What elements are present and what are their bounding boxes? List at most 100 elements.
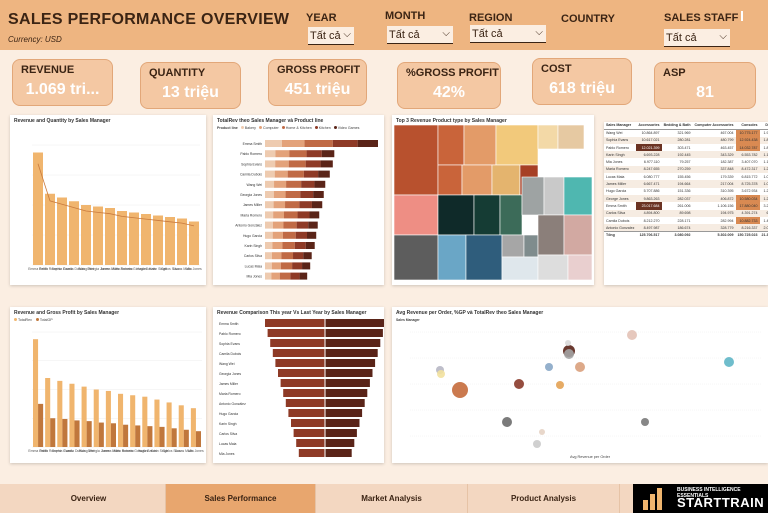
x-tick-label: Sophia Evans — [52, 449, 73, 453]
avg-revenue-scatter[interactable]: Avg Revenue per Order, %GP và TotalRev t… — [392, 307, 768, 463]
table-cell: 12.924.438 — [735, 136, 760, 144]
scatter-bubble — [514, 379, 524, 389]
gross-profit-bar — [62, 418, 68, 447]
gross-profit-bar — [159, 426, 165, 447]
gross-profit-bar — [74, 420, 80, 447]
revenue-gross-profit-chart[interactable]: Revenue and Gross Profit by Sales Manage… — [10, 307, 206, 463]
x-tick-label: Karin Singh — [151, 449, 169, 453]
stacked-bar-segment — [280, 262, 293, 270]
stacked-bar-segment — [272, 252, 282, 260]
stacked-bar-segment — [285, 201, 300, 209]
table-cell: 1.868.658 — [763, 145, 768, 150]
table-cell: Camila Dubois — [606, 218, 630, 223]
chart-title: Revenue and Gross Profit by Sales Manage… — [14, 310, 120, 316]
starttrain-logo: BUSINESS INTELLIGENCE ESSENTIALS STARTTR… — [633, 484, 768, 513]
y-tick-label: Karin Singh — [219, 422, 237, 426]
bar — [129, 212, 139, 265]
kpi-label: ASP — [663, 67, 686, 79]
table-cell: 125.706.517 — [636, 230, 662, 239]
sales-staff-filter-dropdown[interactable]: Tất cả ⌵ — [664, 29, 730, 47]
scatter-bubble — [539, 429, 545, 435]
y-tick-label: Carlos Silva — [244, 254, 262, 258]
revenue-bar — [190, 408, 196, 447]
revenue-bar — [130, 395, 136, 447]
region-filter-dropdown[interactable]: Tất cả ⌵ — [470, 25, 546, 43]
y-tick-label: Mia Jones — [219, 452, 235, 456]
tab-overview[interactable]: Overview — [12, 484, 166, 513]
x-tick-label: Wang Wei — [78, 267, 94, 271]
x-tick-label: Georgia Jones — [87, 267, 109, 271]
funnel-svg: Emma Smith Pablo Romero Sophia Evans Camila… — [219, 319, 384, 457]
stacked-bar-segment — [265, 221, 273, 229]
treemap-tile — [501, 234, 525, 258]
revenue-quantity-chart[interactable]: Revenue and Quantity by Sales Manager Em… — [10, 115, 206, 285]
table-cell: 14.032.787 — [735, 143, 760, 152]
table-cell: 1.987.797 — [763, 131, 768, 136]
table-cell: 321.969 — [677, 131, 691, 136]
year-filter-dropdown[interactable]: Tất cả ⌵ — [308, 27, 354, 45]
table-cell: 12.021.399 — [636, 143, 662, 152]
revenue-bar — [69, 383, 75, 447]
table-row: Mia Jones 6.977.110 79.257 182.387 3.407.070… — [604, 158, 768, 165]
kpi-value: 81 — [696, 84, 714, 101]
last-year-bar — [285, 399, 325, 407]
month-filter-dropdown[interactable]: Tất cả ⌵ — [387, 26, 453, 44]
year-filter-value: Tất cả — [310, 30, 341, 42]
stacked-bar-segment — [294, 242, 306, 249]
table-row: James Miller 6.667.471 194.664 217.004 8.725… — [604, 180, 768, 188]
legend-title: Sales Manager — [396, 318, 420, 322]
stacked-bar-segment — [275, 150, 290, 158]
x-tick-label: Maria Romero — [111, 267, 133, 271]
stacked-bar-segment — [309, 211, 320, 219]
treemap-tile — [543, 176, 565, 216]
gross-profit-bar — [135, 425, 141, 447]
treemap-tile — [495, 124, 539, 166]
bar — [141, 214, 151, 265]
table-header: Accessories — [636, 122, 662, 130]
table-cell: Antonio Gonzalez — [604, 224, 637, 232]
scatter-svg — [410, 330, 762, 448]
legend-item: TotalGP — [35, 318, 53, 322]
revenue-bar — [93, 389, 99, 447]
x-tick-label: Lucas Maia — [175, 449, 192, 453]
table-cell: 228.171 — [677, 218, 691, 223]
table-cell: 3.672.934 — [741, 189, 758, 194]
y-tick-label: Carlos Silva — [219, 432, 237, 436]
stacked-bar-segment — [265, 201, 274, 209]
stacked-bar-segment — [311, 201, 323, 209]
tab-sales-performance[interactable]: Sales Performance — [166, 484, 316, 513]
table-cell: 8.725.378 — [735, 180, 760, 188]
tab-product-analysis[interactable]: Product Analysis — [468, 484, 620, 513]
stacked-bar-segment — [321, 150, 335, 158]
table-cell: 5.302.009 — [692, 230, 736, 239]
table-cell: 1.000.857 — [763, 174, 768, 179]
kpi-value: 451 triệu — [284, 81, 351, 98]
scatter-legend: Sales Manager — [396, 318, 420, 322]
y-tick-label: Camila Dubois — [240, 173, 262, 177]
kpi-value: 618 triệu — [549, 80, 615, 97]
bar — [57, 197, 67, 265]
table-cell: 79.257 — [679, 160, 691, 165]
stacked-bar-segment — [287, 170, 304, 178]
treemap-chart[interactable]: Top 3 Revenue Product type by Sales Mana… — [392, 115, 594, 285]
table-row: Emma Smith 23.017.684 261.006 1.106.156 17.8… — [604, 202, 768, 210]
x-tick-label: Wang Wei — [79, 449, 95, 453]
sales-matrix-table[interactable]: Sales Manager Accessories Bedding & Bath Co… — [604, 122, 768, 285]
y-tick-label: Sophia Evans — [241, 162, 262, 166]
legend-item: Home & Kitchen — [281, 126, 312, 130]
y-tick-label: Mia Jones — [247, 275, 263, 279]
kpi-label: %GROSS PROFIT — [406, 67, 499, 79]
stacked-bar-segment — [299, 201, 312, 209]
treemap-tile — [437, 194, 475, 236]
y-tick-label: Antonio González — [219, 402, 246, 406]
treemap-tile — [437, 234, 467, 281]
stacked-bar-segment — [265, 160, 276, 168]
tab-market-analysis[interactable]: Market Analysis — [316, 484, 468, 513]
stacked-bar-segment — [265, 272, 272, 280]
x-tick-label: Carlos Silva — [163, 449, 181, 453]
stacked-bar-segment — [283, 221, 297, 229]
table-cell: 1.124.886 — [759, 151, 768, 159]
product-line-chart[interactable]: TotalRev theo Sales Manager và Product l… — [213, 115, 384, 285]
treemap-tile — [537, 124, 559, 150]
revenue-comparison-funnel[interactable]: Revenue Comparison This year Vs Last Yea… — [213, 307, 384, 463]
